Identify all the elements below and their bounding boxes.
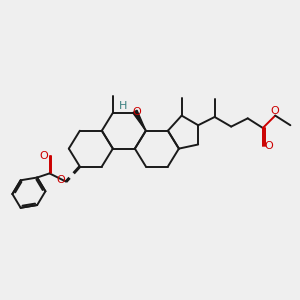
Text: O: O <box>132 107 141 117</box>
Text: O: O <box>39 151 48 160</box>
Text: O: O <box>57 175 65 185</box>
Text: H: H <box>119 101 128 111</box>
Text: O: O <box>265 141 273 151</box>
Polygon shape <box>133 110 146 131</box>
Text: O: O <box>270 106 279 116</box>
